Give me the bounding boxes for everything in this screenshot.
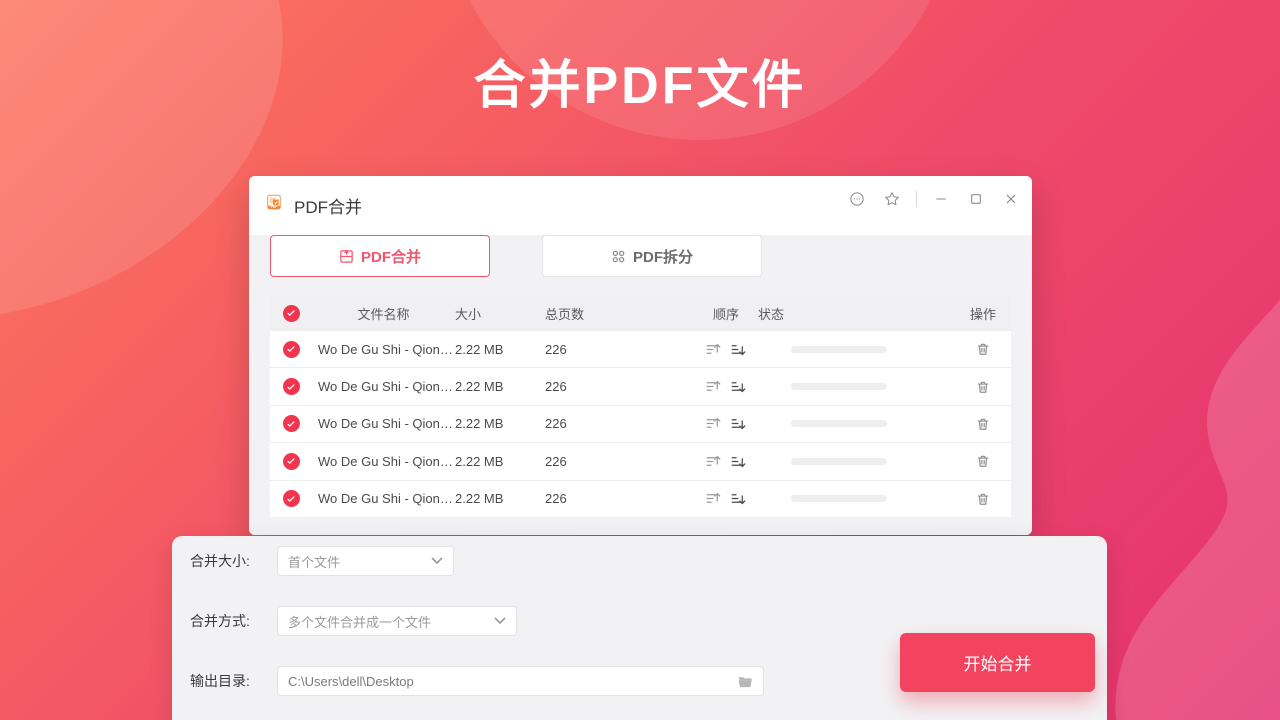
svg-text:PDF: PDF [271,205,278,209]
